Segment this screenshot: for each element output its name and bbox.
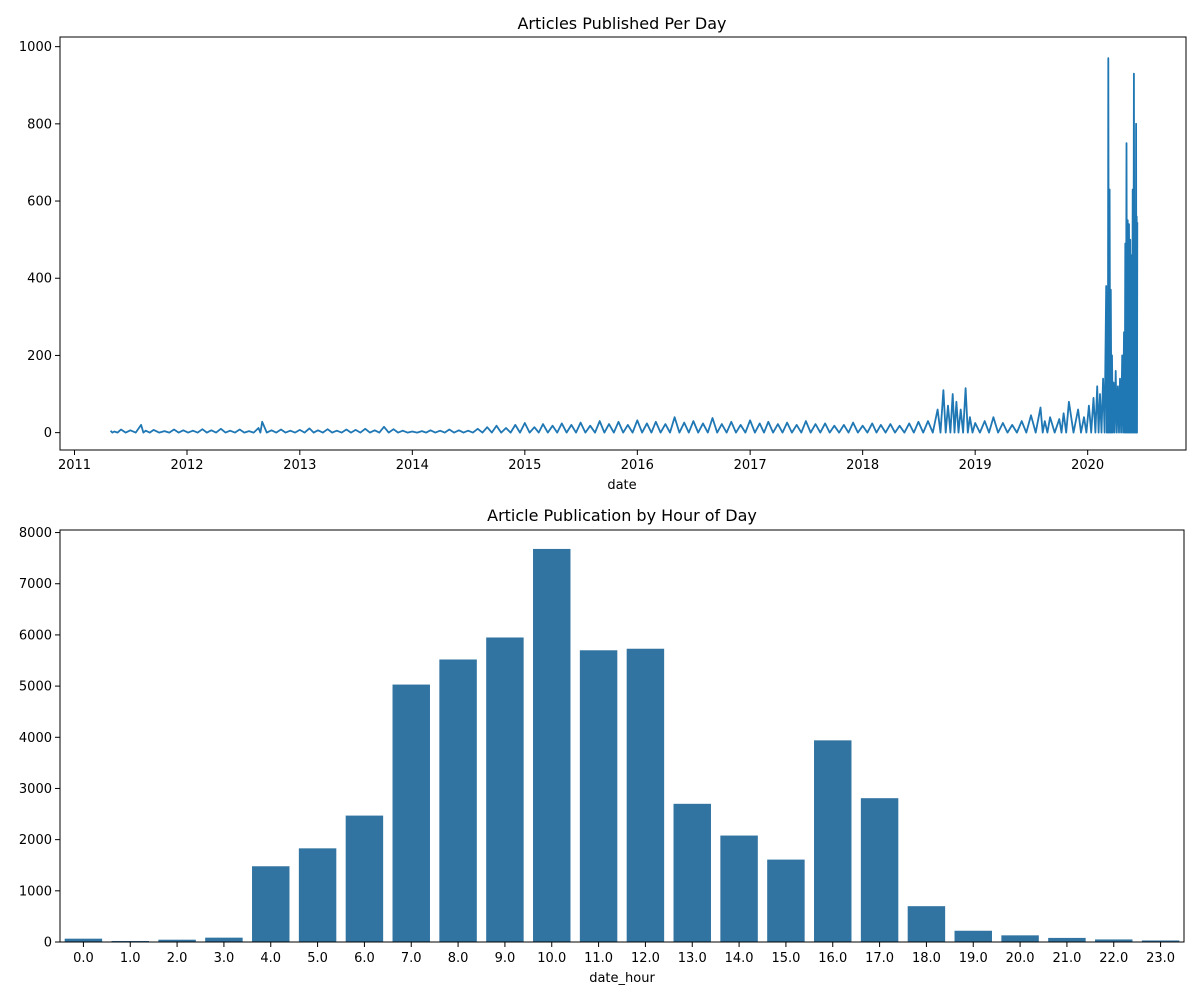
line-x-tick-label: 2019 — [959, 458, 992, 473]
line-chart-x-ticks: 2011 2012 2013 2014 2015 2016 2017 2018 2019 2020 — [58, 450, 1104, 473]
bar-chart-bars — [64, 548, 1180, 942]
bar-chart-x-ticks: 0.0 1.0 2.0 3.0 4.0 5.0 6.0 7.0 8.0 9.0 10.0 11.0 12… — [73, 942, 1175, 966]
bar-x-tick-label: 0.0 — [73, 951, 94, 966]
bar-hour-13 — [673, 803, 711, 942]
bar-y-tick-label: 0 — [44, 936, 52, 951]
bar-x-tick-label: 23.0 — [1146, 951, 1175, 966]
bar-y-tick-label: 2000 — [19, 833, 52, 848]
bar-x-tick-label: 11.0 — [584, 951, 613, 966]
bar-hour-14 — [720, 835, 758, 942]
line-chart-articles-per-day: Articles Published Per Day 2011 2012 2013 2… — [19, 14, 1187, 493]
bar-x-tick-label: 3.0 — [214, 951, 235, 966]
bar-hour-6 — [345, 815, 384, 942]
bar-hour-15 — [767, 859, 805, 942]
bar-y-tick-label: 8000 — [19, 526, 52, 541]
line-y-tick-label: 400 — [27, 272, 52, 287]
bar-hour-23 — [1141, 940, 1180, 942]
bar-chart-articles-by-hour: Article Publication by Hour of Day 0.0 1.… — [19, 506, 1185, 986]
bar-hour-11 — [579, 650, 618, 942]
bar-hour-7 — [392, 684, 430, 942]
bar-hour-5 — [298, 848, 337, 942]
bar-x-tick-label: 20.0 — [1006, 951, 1035, 966]
bar-x-tick-label: 17.0 — [865, 951, 894, 966]
bar-x-tick-label: 2.0 — [167, 951, 188, 966]
line-x-tick-label: 2017 — [734, 458, 767, 473]
bar-hour-1 — [111, 940, 149, 942]
bar-chart-xlabel: date_hour — [589, 971, 655, 986]
line-x-tick-label: 2020 — [1071, 458, 1104, 473]
bar-x-tick-label: 18.0 — [912, 951, 941, 966]
bar-hour-10 — [533, 548, 571, 942]
bar-hour-21 — [1048, 937, 1086, 942]
line-chart-title: Articles Published Per Day — [517, 14, 726, 33]
bar-chart-plot-area — [59, 529, 1185, 943]
bar-hour-3 — [205, 937, 243, 942]
bar-chart-y-ticks: 0 1000 2000 3000 4000 5000 6000 7000 8000 — [19, 526, 60, 951]
bar-y-tick-label: 7000 — [19, 577, 52, 592]
line-x-tick-label: 2013 — [283, 458, 316, 473]
bar-x-tick-label: 13.0 — [678, 951, 707, 966]
line-y-tick-label: 200 — [27, 349, 52, 364]
bar-hour-0 — [64, 938, 103, 942]
bar-hour-8 — [439, 659, 477, 942]
line-y-tick-label: 600 — [27, 195, 52, 210]
line-x-tick-label: 2012 — [170, 458, 203, 473]
bar-x-tick-label: 22.0 — [1099, 951, 1128, 966]
bar-hour-12 — [626, 648, 665, 942]
bar-hour-16 — [814, 740, 852, 942]
bar-hour-2 — [158, 939, 196, 942]
line-x-tick-label: 2018 — [846, 458, 879, 473]
bar-y-tick-label: 4000 — [19, 731, 52, 746]
bar-x-tick-label: 19.0 — [959, 951, 988, 966]
bar-x-tick-label: 10.0 — [537, 951, 566, 966]
bar-y-tick-label: 5000 — [19, 680, 52, 695]
line-y-tick-label: 1000 — [19, 40, 52, 55]
bar-x-tick-label: 12.0 — [631, 951, 660, 966]
bar-x-tick-label: 8.0 — [448, 951, 469, 966]
line-series-articles — [109, 57, 1139, 434]
line-chart-y-ticks: 0 200 400 600 800 1000 — [19, 40, 60, 441]
line-x-tick-label: 2011 — [58, 458, 91, 473]
bar-x-tick-label: 21.0 — [1052, 951, 1081, 966]
bar-x-tick-label: 1.0 — [120, 951, 141, 966]
bar-y-tick-label: 6000 — [19, 628, 52, 643]
bar-hour-19 — [954, 930, 992, 942]
bar-x-tick-label: 14.0 — [725, 951, 754, 966]
bar-hour-9 — [486, 637, 524, 942]
bar-y-tick-label: 3000 — [19, 782, 52, 797]
line-y-tick-label: 0 — [44, 426, 52, 441]
bar-hour-18 — [907, 906, 946, 942]
bar-hour-4 — [252, 866, 290, 942]
bar-x-tick-label: 6.0 — [354, 951, 375, 966]
bar-x-tick-label: 7.0 — [401, 951, 422, 966]
bar-hour-17 — [860, 798, 899, 942]
bar-y-tick-label: 1000 — [19, 884, 52, 899]
line-chart-plot-area — [59, 36, 1187, 451]
line-y-tick-label: 800 — [27, 117, 52, 132]
bar-x-tick-label: 16.0 — [818, 951, 847, 966]
bar-hour-20 — [1001, 935, 1039, 942]
line-x-tick-label: 2014 — [396, 458, 429, 473]
bar-x-tick-label: 4.0 — [260, 951, 281, 966]
bar-x-tick-label: 9.0 — [495, 951, 516, 966]
line-chart-xlabel: date — [607, 478, 636, 493]
bar-chart-title: Article Publication by Hour of Day — [487, 506, 757, 525]
line-x-tick-label: 2016 — [621, 458, 654, 473]
bar-x-tick-label: 5.0 — [307, 951, 328, 966]
bar-x-tick-label: 15.0 — [771, 951, 800, 966]
bar-hour-22 — [1095, 939, 1133, 942]
line-x-tick-label: 2015 — [508, 458, 541, 473]
